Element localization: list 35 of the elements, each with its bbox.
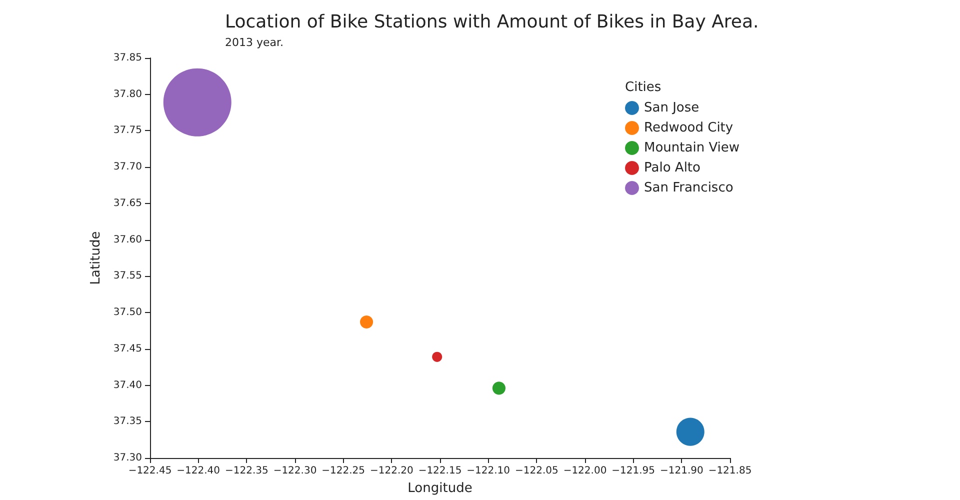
- y-tick-label: 37.35: [113, 416, 142, 428]
- y-tick-label: 37.30: [113, 452, 142, 464]
- x-tick-label: −122.30: [273, 466, 317, 476]
- x-tick-label: −122.20: [370, 466, 414, 476]
- y-tick-label: 37.85: [113, 52, 142, 64]
- x-tick-label: −122.05: [514, 466, 558, 476]
- legend-label: Palo Alto: [644, 160, 701, 176]
- legend-label: Mountain View: [644, 140, 740, 156]
- y-tick-label: 37.45: [113, 343, 142, 354]
- x-tick-label: −121.95: [612, 466, 656, 476]
- legend-title: Cities: [625, 80, 662, 95]
- x-axis-title: Longitude: [408, 481, 472, 496]
- y-tick-label: 37.65: [113, 198, 142, 209]
- chart-title: Location of Bike Stations with Amount of Bikes in Bay Area.: [225, 12, 759, 32]
- legend-label: San Jose: [644, 100, 700, 116]
- y-tick-label: 37.40: [113, 380, 142, 391]
- x-tick-label: −122.25: [322, 466, 366, 476]
- y-tick-label: 37.60: [113, 234, 142, 246]
- x-tick-label: −122.40: [176, 466, 220, 476]
- x-tick-label: −122.35: [224, 466, 268, 476]
- y-tick-label: 37.80: [113, 88, 142, 100]
- x-tick-label: −121.85: [708, 466, 752, 476]
- y-axis-title: Latitude: [88, 231, 104, 285]
- x-tick-label: −122.10: [466, 466, 510, 476]
- y-tick-label: 37.70: [113, 162, 142, 173]
- legend-label: Redwood City: [644, 120, 734, 136]
- y-tick-label: 37.50: [113, 307, 142, 318]
- x-tick-label: −122.15: [418, 466, 462, 476]
- legend-label: San Francisco: [644, 180, 734, 196]
- y-tick-label: 37.55: [113, 270, 142, 282]
- y-tick-label: 37.75: [113, 125, 142, 136]
- x-tick-label: −122.45: [128, 466, 172, 476]
- chart-subtitle: 2013 year.: [225, 36, 284, 49]
- x-tick-label: −122.00: [563, 466, 607, 476]
- x-tick-label: −121.90: [660, 466, 704, 476]
